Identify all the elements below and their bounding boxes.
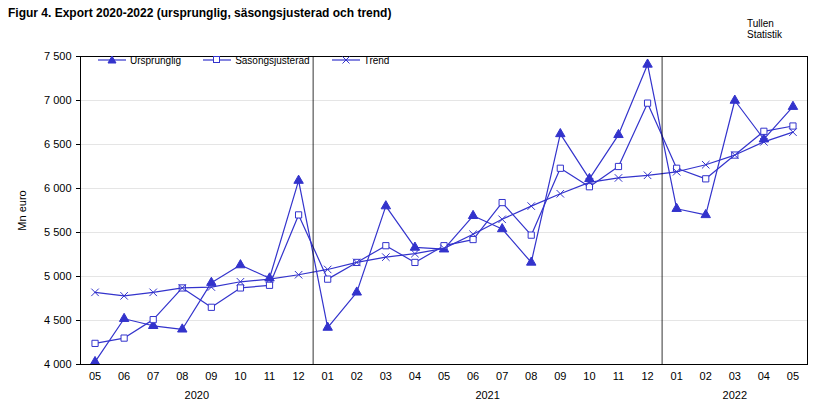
svg-text:10: 10	[234, 370, 246, 382]
svg-text:6 500: 6 500	[44, 138, 72, 150]
html-text:Säsongsjusterad: Säsongsjusterad	[235, 54, 310, 66]
svg-text:4 000: 4 000	[44, 358, 72, 370]
svg-text:08: 08	[176, 370, 188, 382]
svg-text:02: 02	[700, 370, 712, 382]
svg-text:09: 09	[554, 370, 566, 382]
svg-text:03: 03	[729, 370, 741, 382]
svg-text:4 500: 4 500	[44, 314, 72, 326]
svg-text:01: 01	[671, 370, 683, 382]
svg-text:12: 12	[292, 370, 304, 382]
svg-text:09: 09	[205, 370, 217, 382]
svg-text:03: 03	[380, 370, 392, 382]
svg-text:06: 06	[467, 370, 479, 382]
svg-text:5 000: 5 000	[44, 270, 72, 282]
svg-text:5 500: 5 500	[44, 226, 72, 238]
svg-text:6 000: 6 000	[44, 182, 72, 194]
svg-text:7 000: 7 000	[44, 94, 72, 106]
svg-text:7 500: 7 500	[44, 50, 72, 62]
svg-text:08: 08	[525, 370, 537, 382]
svg-text:Mn euro: Mn euro	[16, 190, 28, 230]
svg-text:04: 04	[758, 370, 770, 382]
svg-text:04: 04	[409, 370, 421, 382]
svg-text:10: 10	[583, 370, 595, 382]
svg-text:11: 11	[264, 370, 275, 382]
svg-text:2020: 2020	[185, 389, 209, 401]
svg-text:07: 07	[147, 370, 159, 382]
svg-text:05: 05	[89, 370, 101, 382]
html-text:Ursprunglig: Ursprunglig	[130, 54, 182, 66]
svg-text:2022: 2022	[723, 389, 747, 401]
html-text:Tullen Statistik: Tullen Statistik	[747, 18, 782, 40]
svg-text:11: 11	[613, 370, 624, 382]
svg-text:2021: 2021	[475, 389, 499, 401]
svg-text:05: 05	[438, 370, 450, 382]
svg-text:07: 07	[496, 370, 508, 382]
svg-text:02: 02	[351, 370, 363, 382]
svg-text:12: 12	[641, 370, 653, 382]
html-text:Figur 4. Export 2020-2022 (urs: Figur 4. Export 2020-2022 (ursprunglig, …	[8, 6, 392, 20]
svg-text:05: 05	[787, 370, 799, 382]
svg-text:06: 06	[118, 370, 130, 382]
svg-text:01: 01	[322, 370, 334, 382]
html-text:Trend: Trend	[363, 54, 390, 66]
